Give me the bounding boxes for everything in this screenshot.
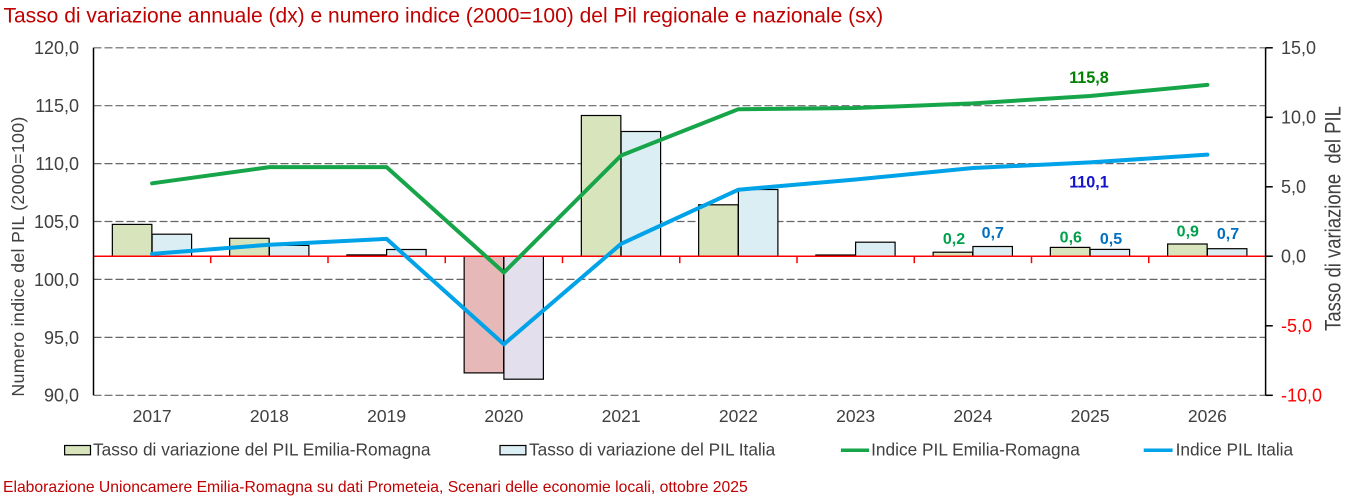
- svg-text:0,7: 0,7: [1217, 226, 1239, 243]
- svg-text:-10,0: -10,0: [1281, 386, 1322, 406]
- svg-text:2019: 2019: [367, 406, 406, 426]
- svg-text:Tasso di variazione annuale (d: Tasso di variazione annuale (dx) e numer…: [4, 4, 884, 27]
- svg-text:2021: 2021: [602, 406, 641, 426]
- svg-text:0,0: 0,0: [1281, 247, 1306, 267]
- svg-text:2018: 2018: [250, 406, 289, 426]
- svg-text:2023: 2023: [836, 406, 875, 426]
- svg-text:2026: 2026: [1188, 406, 1227, 426]
- svg-text:100,0: 100,0: [34, 270, 79, 290]
- svg-text:105,0: 105,0: [34, 212, 79, 232]
- svg-text:110,0: 110,0: [35, 154, 79, 174]
- svg-text:Tasso di variazione del PIL: Tasso di variazione del PIL: [1322, 106, 1346, 331]
- svg-text:120,0: 120,0: [34, 38, 79, 58]
- svg-text:Indice PIL Italia: Indice PIL Italia: [1176, 440, 1294, 460]
- svg-text:2020: 2020: [484, 406, 523, 426]
- svg-text:2025: 2025: [1071, 406, 1110, 426]
- svg-text:5,0: 5,0: [1281, 177, 1306, 197]
- svg-text:115,8: 115,8: [1069, 69, 1109, 87]
- svg-text:Tasso di variazione del PIL It: Tasso di variazione del PIL Italia: [529, 440, 776, 460]
- svg-text:Numero indice del PIL (2000=10: Numero indice del PIL (2000=100): [8, 116, 28, 396]
- svg-text:0,7: 0,7: [982, 225, 1004, 242]
- svg-text:0,6: 0,6: [1060, 230, 1082, 247]
- svg-text:10,0: 10,0: [1281, 108, 1316, 128]
- svg-text:Tasso di variazione del PIL Em: Tasso di variazione del PIL Emilia-Romag…: [93, 440, 431, 460]
- svg-text:110,1: 110,1: [1069, 173, 1109, 191]
- svg-text:15,0: 15,0: [1281, 38, 1316, 58]
- svg-text:115,0: 115,0: [35, 96, 79, 116]
- svg-text:0,5: 0,5: [1100, 231, 1122, 248]
- svg-text:0,9: 0,9: [1177, 224, 1199, 241]
- svg-text:2022: 2022: [719, 406, 758, 426]
- svg-text:95,0: 95,0: [44, 328, 79, 348]
- svg-text:-5,0: -5,0: [1281, 316, 1312, 336]
- svg-text:2024: 2024: [953, 406, 992, 426]
- svg-text:0,2: 0,2: [943, 231, 965, 248]
- svg-text:Indice PIL Emilia-Romagna: Indice PIL Emilia-Romagna: [871, 440, 1080, 460]
- svg-text:2017: 2017: [133, 406, 172, 426]
- svg-text:Elaborazione Unioncamere Emili: Elaborazione Unioncamere Emilia-Romagna …: [3, 479, 748, 496]
- svg-text:90,0: 90,0: [44, 386, 79, 406]
